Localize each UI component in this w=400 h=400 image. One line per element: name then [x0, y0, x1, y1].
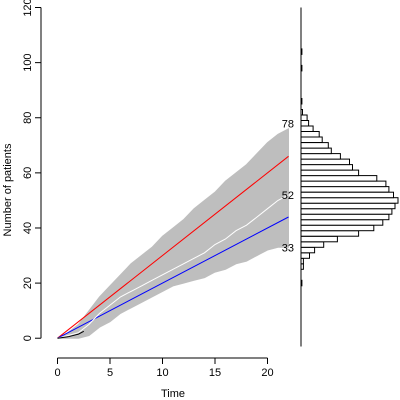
histogram-bar	[300, 125, 314, 132]
series-line-2	[57, 216, 289, 339]
x-axis-title: Time	[161, 388, 185, 400]
histogram-bar	[300, 257, 304, 265]
histogram-bar	[300, 202, 396, 210]
histogram-bar	[300, 175, 378, 182]
histogram-bar	[300, 158, 350, 166]
histogram-bar	[300, 98, 303, 105]
y-tick-label: 60	[22, 167, 34, 179]
y-tick-label: 80	[22, 112, 34, 124]
y-axis-title: Number of patients	[2, 143, 14, 236]
histogram-bar	[300, 191, 394, 199]
annotation-label: 33	[282, 242, 294, 254]
histogram-bar	[300, 208, 393, 215]
histogram-bar	[300, 219, 384, 226]
histogram-bar	[300, 180, 387, 188]
histogram-bar	[300, 131, 320, 138]
histogram-bar	[300, 241, 325, 248]
histogram-bar	[300, 48, 303, 55]
histogram-bar	[300, 224, 375, 232]
histogram-bar	[300, 279, 303, 287]
x-tick-label: 15	[209, 367, 221, 379]
histogram-bar	[300, 252, 310, 259]
histogram-bar	[300, 136, 323, 143]
histogram-bar	[300, 186, 390, 193]
y-tick-label: 0	[22, 335, 34, 341]
confidence-band	[57, 127, 289, 339]
histogram-bar	[300, 114, 308, 121]
annotation-layer: 78 52 33	[282, 118, 294, 254]
histogram-bar	[300, 263, 304, 270]
histogram-bar	[300, 235, 338, 243]
x-tick-label: 10	[156, 367, 168, 379]
histogram-bar	[300, 246, 316, 254]
x-tick-label: 20	[261, 367, 273, 379]
histogram-bar	[300, 197, 399, 204]
histogram-bar	[300, 230, 360, 237]
axes-layer: 0 5 10 15 20 0 20 40 60 80 100 120	[22, 0, 274, 379]
y-tick-label: 100	[22, 53, 34, 71]
series-line-1	[57, 155, 289, 339]
histogram-bar	[300, 147, 332, 155]
histogram-bar	[300, 109, 303, 116]
confidence-band-layer	[57, 127, 289, 339]
series-layer	[57, 155, 289, 339]
histogram-layer	[300, 7, 399, 347]
histogram-bar	[300, 142, 329, 149]
histogram-bar	[300, 213, 390, 221]
series-line-3	[57, 194, 289, 339]
histogram-bar	[300, 64, 303, 72]
y-tick-label: 40	[22, 222, 34, 234]
histogram-bar	[300, 164, 353, 171]
x-tick-label: 0	[54, 367, 60, 379]
histogram-bar	[300, 153, 341, 160]
y-tick-label: 120	[22, 0, 34, 17]
y-tick-label: 20	[22, 277, 34, 289]
histogram-bar	[300, 169, 360, 177]
annotation-label: 52	[282, 190, 294, 202]
annotation-label: 78	[282, 118, 294, 130]
histogram-bar	[300, 120, 310, 127]
series-line-4	[57, 330, 85, 339]
x-tick-label: 5	[107, 367, 113, 379]
